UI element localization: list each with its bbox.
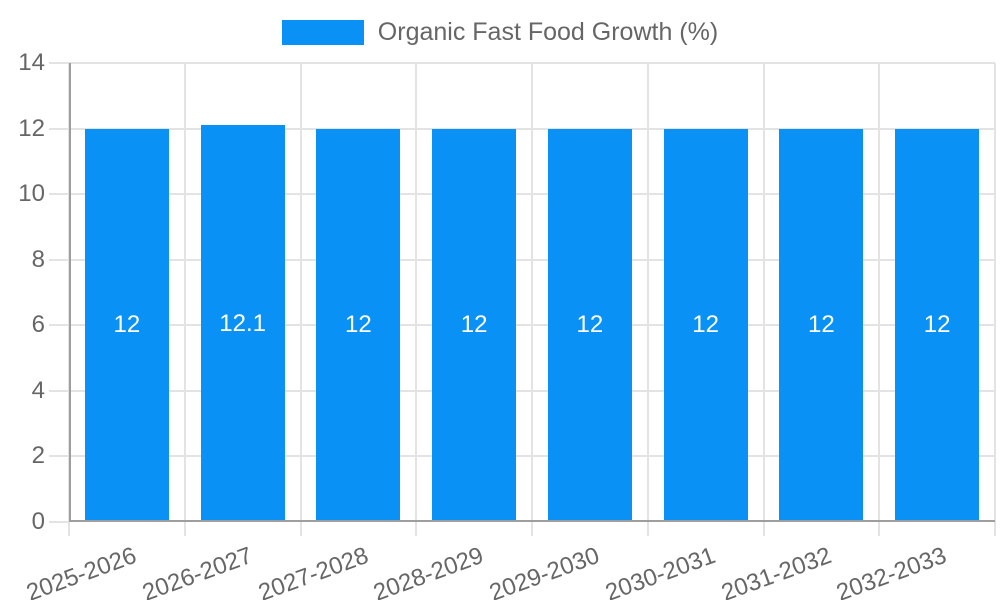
gridline-vertical: [878, 63, 880, 536]
y-tick-label: 8: [31, 245, 45, 273]
gridline-vertical: [415, 63, 417, 536]
gridline-vertical: [531, 63, 533, 536]
bar-2029-2030[interactable]: 12: [547, 128, 632, 522]
gridline-vertical: [647, 63, 649, 536]
legend-label: Organic Fast Food Growth (%): [377, 18, 719, 46]
y-tick-label: 14: [18, 49, 45, 76]
gridline-horizontal: [49, 62, 995, 64]
bar-value-label: 12.1: [219, 309, 266, 337]
gridline-horizontal: [49, 389, 995, 392]
gridline-horizontal: [49, 193, 995, 196]
gridline-horizontal: [49, 258, 995, 261]
bar-value-label: 12: [692, 311, 719, 339]
bar-2028-2029[interactable]: 12: [432, 128, 517, 522]
gridline-horizontal: [49, 127, 995, 130]
bar-value-label: 12: [113, 311, 141, 339]
x-tick-label: 2032-2033: [833, 542, 951, 600]
bar-2027-2028[interactable]: 12: [316, 128, 401, 522]
x-tick-label: 2029-2030: [486, 542, 604, 600]
y-axis-line: [69, 63, 71, 522]
plot-border-gridline: [994, 63, 996, 536]
gridline-vertical: [763, 63, 765, 536]
x-tick-label: 2030-2031: [601, 542, 719, 600]
bar-2031-2032[interactable]: 12: [779, 128, 864, 522]
bar-value-label: 12: [808, 311, 835, 339]
legend-item[interactable]: Organic Fast Food Growth (%): [0, 18, 1000, 47]
bar-2032-2033[interactable]: 12: [895, 128, 980, 522]
bar-2026-2027[interactable]: 12.1: [200, 125, 285, 522]
bar-value-label: 12: [576, 311, 604, 339]
y-tick-label: 4: [31, 376, 45, 404]
plot-area: 0 2 4 6 8 10 12 14 12 12.1 12 12 12 12 12 12 2025-2026 20…: [18, 49, 996, 600]
y-tick-label: 0: [31, 508, 45, 535]
x-tick-label: 2028-2029: [370, 542, 488, 600]
bar-2030-2031[interactable]: 12: [663, 128, 748, 522]
bar-2025-2026[interactable]: 12: [84, 128, 169, 522]
gridline-vertical: [300, 63, 302, 536]
x-tick-label: 2025-2026: [23, 542, 141, 600]
gridline-horizontal: [49, 455, 995, 458]
y-axis-tick: [49, 521, 69, 523]
bar-value-label: 12: [923, 311, 951, 339]
x-tick-label: 2027-2028: [254, 542, 372, 600]
y-tick-label: 6: [31, 311, 45, 339]
x-tick-label: 2031-2032: [717, 542, 835, 600]
y-tick-label: 2: [31, 442, 45, 470]
y-tick-label: 10: [18, 180, 45, 208]
x-axis-line: [69, 520, 995, 522]
bar-value-label: 12: [345, 311, 372, 339]
bar-value-label: 12: [460, 311, 488, 339]
gridline-horizontal: [49, 324, 995, 327]
legend-swatch-icon: [281, 20, 364, 45]
x-tick-label: 2026-2027: [138, 542, 256, 600]
y-tick-label: 12: [18, 114, 45, 142]
gridline-vertical: [184, 63, 186, 536]
